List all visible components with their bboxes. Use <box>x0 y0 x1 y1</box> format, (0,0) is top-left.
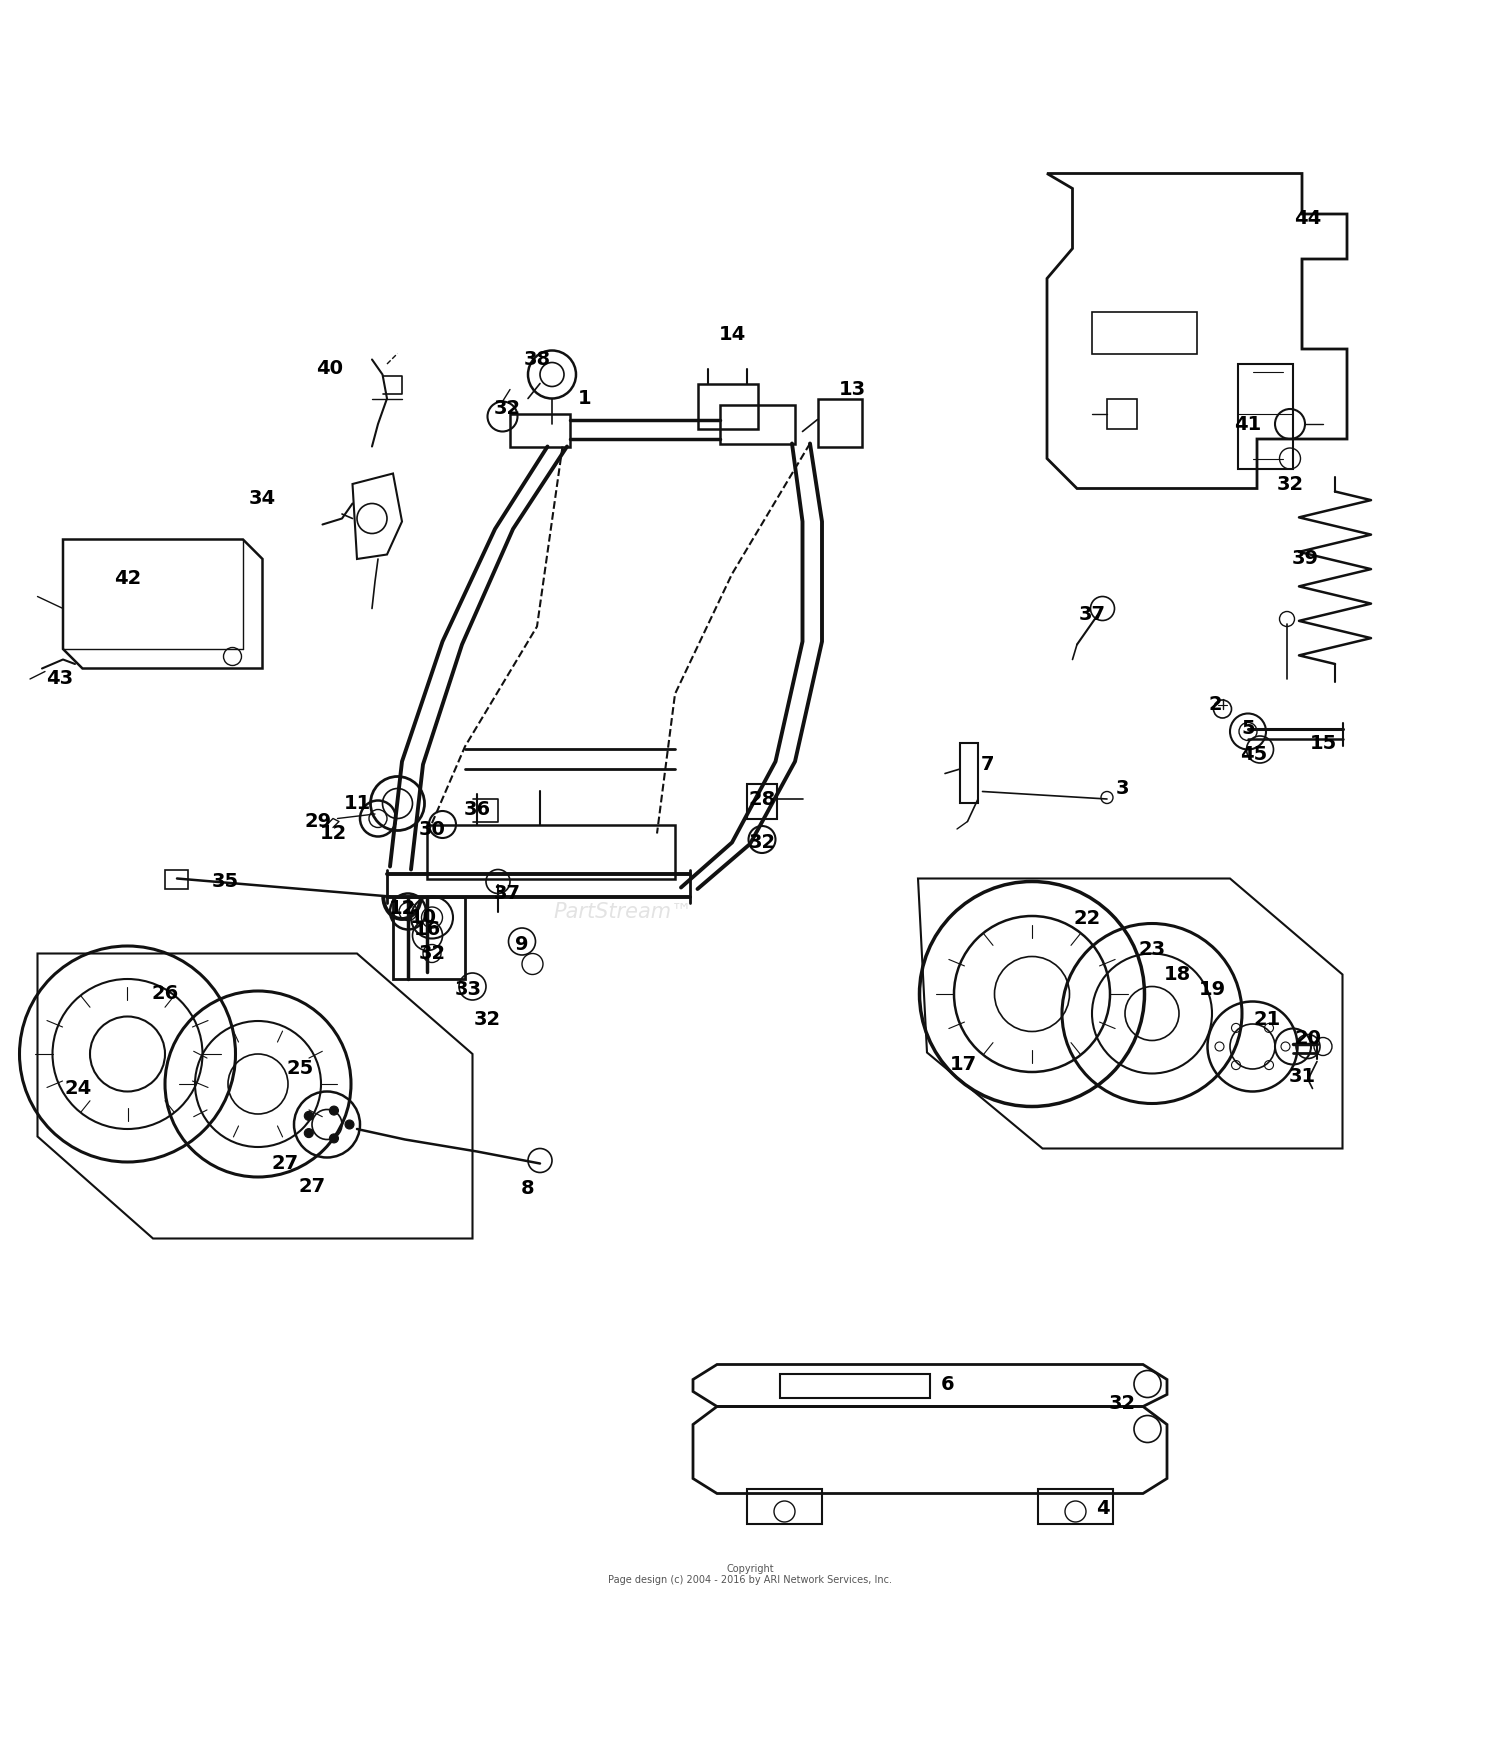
Text: 22: 22 <box>1074 910 1101 929</box>
Text: 10: 10 <box>410 908 436 927</box>
Text: 27: 27 <box>272 1155 298 1172</box>
Text: PartStream™: PartStream™ <box>554 901 692 922</box>
Text: 31: 31 <box>1288 1067 1316 1086</box>
Text: 17: 17 <box>950 1054 976 1074</box>
Circle shape <box>330 1105 339 1114</box>
Text: 12: 12 <box>388 899 416 919</box>
Text: 32: 32 <box>1108 1395 1136 1412</box>
Text: 19: 19 <box>1198 980 1225 1000</box>
Text: 32: 32 <box>748 832 776 852</box>
Text: 45: 45 <box>1240 744 1268 763</box>
Text: 39: 39 <box>1292 550 1318 568</box>
Text: 12: 12 <box>320 823 346 843</box>
Text: 15: 15 <box>1310 733 1336 753</box>
Text: 43: 43 <box>46 670 74 689</box>
Text: 38: 38 <box>524 351 550 368</box>
Text: 28: 28 <box>748 790 776 809</box>
Text: 11: 11 <box>344 793 370 813</box>
Text: 4: 4 <box>1095 1499 1110 1518</box>
Text: 32: 32 <box>494 400 520 418</box>
Text: 6: 6 <box>940 1375 956 1393</box>
Text: 26: 26 <box>152 984 178 1003</box>
Circle shape <box>330 1134 339 1142</box>
Text: 37: 37 <box>1078 605 1106 624</box>
Text: 40: 40 <box>316 360 344 377</box>
Text: 36: 36 <box>464 800 490 820</box>
Text: 23: 23 <box>1138 940 1166 959</box>
Text: 13: 13 <box>839 381 866 398</box>
Circle shape <box>345 1120 354 1128</box>
Text: 30: 30 <box>419 820 446 839</box>
Text: 32: 32 <box>1276 474 1304 494</box>
Text: 32: 32 <box>419 943 446 963</box>
Text: 5: 5 <box>1240 719 1256 739</box>
Text: 37: 37 <box>494 883 520 903</box>
Text: 1: 1 <box>578 390 592 407</box>
Text: 9: 9 <box>516 934 528 954</box>
Text: 2: 2 <box>1208 695 1222 714</box>
Text: 16: 16 <box>414 920 441 940</box>
Text: 24: 24 <box>64 1079 92 1098</box>
Text: 7: 7 <box>981 755 993 774</box>
Text: 21: 21 <box>1254 1010 1281 1030</box>
Text: 14: 14 <box>718 324 746 344</box>
Text: 33: 33 <box>454 980 482 1000</box>
Circle shape <box>304 1128 313 1137</box>
Text: 34: 34 <box>249 490 276 508</box>
Text: 3: 3 <box>1114 779 1128 799</box>
Text: Copyright
Page design (c) 2004 - 2016 by ARI Network Services, Inc.: Copyright Page design (c) 2004 - 2016 by… <box>608 1564 892 1585</box>
Text: 8: 8 <box>520 1179 536 1199</box>
Text: 32: 32 <box>474 1010 501 1030</box>
Text: 27: 27 <box>298 1176 326 1195</box>
Text: 18: 18 <box>1164 964 1191 984</box>
Text: 35: 35 <box>211 873 238 890</box>
Circle shape <box>304 1111 313 1121</box>
Text: 41: 41 <box>1234 414 1262 434</box>
Text: 42: 42 <box>114 569 141 589</box>
Text: 25: 25 <box>286 1060 314 1079</box>
Text: 29: 29 <box>304 813 332 830</box>
Text: 20: 20 <box>1294 1030 1322 1049</box>
Text: 44: 44 <box>1294 210 1322 227</box>
